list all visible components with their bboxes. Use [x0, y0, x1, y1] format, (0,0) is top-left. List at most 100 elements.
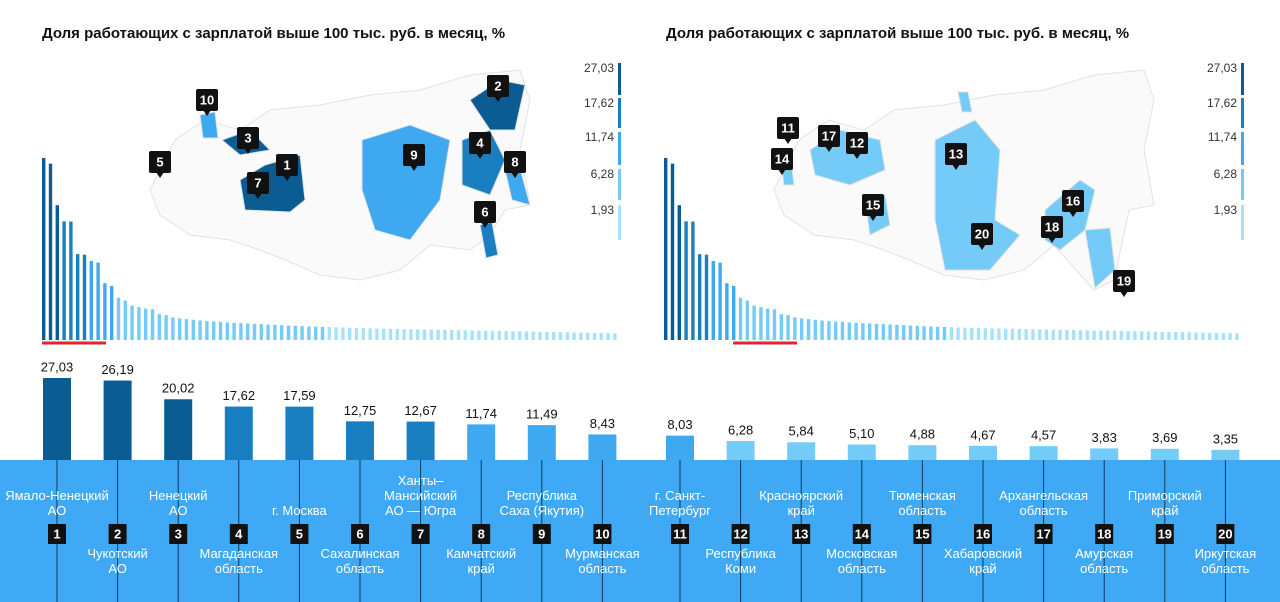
- mini-bar: [572, 332, 576, 340]
- mini-bar: [96, 262, 100, 340]
- bar: [787, 442, 816, 460]
- mini-bar: [983, 328, 987, 340]
- marker-box: [504, 151, 526, 173]
- bottom-band: [0, 460, 1280, 602]
- category-label: Сахалинская область: [320, 546, 400, 576]
- marker-pointer: [1120, 291, 1128, 297]
- mini-bar: [239, 323, 243, 340]
- mini-bar: [48, 163, 53, 340]
- marker-box: [971, 223, 993, 245]
- rank-label: 13: [794, 526, 808, 541]
- mini-bar: [293, 325, 297, 340]
- mini-bar: [103, 283, 107, 340]
- marker-label: 14: [775, 151, 790, 166]
- marker-box: [846, 132, 868, 154]
- mini-bar: [976, 327, 981, 340]
- mini-bar: [558, 332, 563, 340]
- rank-box: [671, 524, 689, 544]
- mini-bar: [874, 323, 879, 340]
- mini-bar: [368, 328, 372, 340]
- rank-label: 17: [1036, 526, 1050, 541]
- mini-bar: [1106, 330, 1110, 340]
- mini-bar: [341, 327, 345, 340]
- mini-bar: [110, 285, 114, 340]
- marker-box: [149, 151, 171, 173]
- mini-bar: [280, 325, 284, 340]
- marker-pointer: [1048, 237, 1056, 243]
- value-label: 6,28: [728, 422, 753, 437]
- mini-bar: [1065, 329, 1069, 340]
- bar: [406, 421, 435, 460]
- mini-bar: [504, 331, 508, 340]
- mini-bar: [252, 323, 257, 340]
- mini-bar: [518, 331, 522, 340]
- mini-bar: [273, 324, 277, 340]
- legend-swatch: [618, 63, 621, 95]
- mini-bar: [205, 321, 209, 340]
- marker-pointer: [156, 172, 164, 178]
- mini-bar: [1044, 329, 1049, 340]
- marker-label: 4: [476, 135, 484, 150]
- mini-bar: [779, 314, 783, 340]
- marker-pointer: [853, 153, 861, 159]
- legend-swatch: [618, 169, 621, 200]
- value-label: 11,74: [465, 406, 497, 421]
- bar: [43, 378, 71, 460]
- mini-bar: [450, 330, 454, 340]
- mini-bar: [1140, 331, 1144, 340]
- mini-bar: [538, 331, 542, 340]
- mini-bar: [1146, 331, 1151, 340]
- mini-bar: [990, 328, 994, 340]
- mini-bar: [691, 221, 695, 340]
- legend-swatch: [618, 98, 621, 128]
- mini-bar: [1038, 329, 1042, 340]
- rank-label: 12: [733, 526, 747, 541]
- mini-bar: [1174, 332, 1178, 340]
- mini-bar: [511, 331, 515, 340]
- mini-bar: [820, 320, 824, 340]
- rank-box: [411, 524, 430, 544]
- mini-bar: [936, 326, 940, 340]
- chart-title: Доля работающих с зарплатой выше 100 тыс…: [666, 25, 1129, 42]
- mini-bar: [1078, 330, 1083, 340]
- marker-box: [771, 148, 793, 170]
- mini-bar: [1004, 328, 1008, 340]
- bar: [588, 434, 617, 460]
- rank-box: [290, 524, 309, 544]
- mini-bar: [599, 332, 603, 340]
- mini-bar: [579, 332, 583, 340]
- marker-label: 6: [481, 204, 488, 219]
- rank-label: 14: [855, 526, 870, 541]
- mini-bar: [164, 315, 168, 340]
- marker-box: [469, 132, 491, 154]
- mini-bar: [116, 297, 121, 340]
- rank-box: [974, 524, 992, 544]
- category-label: Амурская область: [1075, 546, 1134, 576]
- marker-pointer: [511, 172, 519, 178]
- mini-bar: [178, 318, 182, 340]
- rank-label: 7: [417, 526, 424, 541]
- rank-label: 6: [356, 526, 363, 541]
- value-label: 3,69: [1152, 430, 1177, 445]
- category-label: Московская область: [826, 546, 898, 576]
- bar: [346, 421, 374, 460]
- mini-bar: [745, 300, 749, 340]
- mini-bar: [725, 283, 729, 340]
- mini-bar: [531, 331, 535, 340]
- category-label: Ямало-Ненецкий АО: [5, 488, 109, 518]
- mini-bar: [62, 221, 66, 340]
- mini-bar: [1112, 330, 1117, 340]
- mini-bar: [137, 307, 141, 340]
- marker-pointer: [283, 175, 291, 181]
- marker-box: [276, 154, 298, 176]
- marker-label: 8: [511, 154, 518, 169]
- mini-bar: [497, 330, 501, 340]
- category-label: Камчатский край: [446, 546, 517, 576]
- category-label: Ханты– Мансийский АО — Югра: [384, 473, 458, 518]
- mini-bar: [1153, 331, 1157, 340]
- rank-box: [913, 524, 932, 544]
- mini-bar: [711, 260, 715, 340]
- mini-bar: [334, 327, 338, 340]
- mini-bar: [827, 321, 831, 340]
- mini-bar: [361, 328, 365, 340]
